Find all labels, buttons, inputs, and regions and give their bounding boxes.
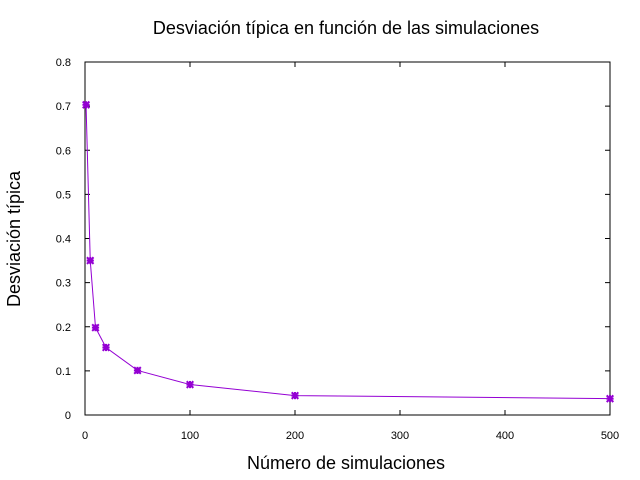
y-axis: 0 0.1 0.2 0.3 0.4 0.5 0.6 0.7 0.8 bbox=[56, 57, 610, 422]
series-layer bbox=[82, 100, 615, 403]
y-tick-label: 0.6 bbox=[56, 145, 71, 157]
x-axis-label: Número de simulaciones bbox=[247, 453, 445, 473]
x-axis: 0 100 200 300 400 500 bbox=[82, 62, 619, 442]
data-point bbox=[605, 394, 615, 403]
data-point bbox=[101, 343, 111, 352]
data-point bbox=[86, 256, 95, 265]
x-tick-label: 500 bbox=[601, 430, 619, 442]
data-point bbox=[290, 391, 300, 400]
x-tick-label: 0 bbox=[82, 430, 88, 442]
series-line bbox=[85, 104, 611, 400]
y-tick-label: 0.7 bbox=[56, 101, 71, 113]
data-point bbox=[82, 100, 91, 109]
y-tick-label: 0.8 bbox=[56, 57, 71, 69]
data-point bbox=[185, 380, 195, 389]
y-tick-label: 0.4 bbox=[56, 234, 71, 246]
x-tick-label: 300 bbox=[391, 430, 409, 442]
x-tick-label: 400 bbox=[496, 430, 514, 442]
y-tick-label: 0.1 bbox=[56, 366, 71, 378]
y-tick-label: 0.3 bbox=[56, 278, 71, 290]
y-axis-label: Desviación típica bbox=[4, 170, 24, 307]
x-tick-label: 100 bbox=[181, 430, 199, 442]
y-tick-label: 0.5 bbox=[56, 189, 71, 201]
x-tick-label: 200 bbox=[286, 430, 304, 442]
plot-frame bbox=[84, 61, 611, 416]
y-tick-label: 0.2 bbox=[56, 322, 71, 334]
chart-title: Desviación típica en función de las simu… bbox=[153, 18, 539, 38]
data-point bbox=[133, 366, 142, 375]
data-point bbox=[91, 323, 100, 332]
y-tick-label: 0 bbox=[65, 410, 71, 422]
